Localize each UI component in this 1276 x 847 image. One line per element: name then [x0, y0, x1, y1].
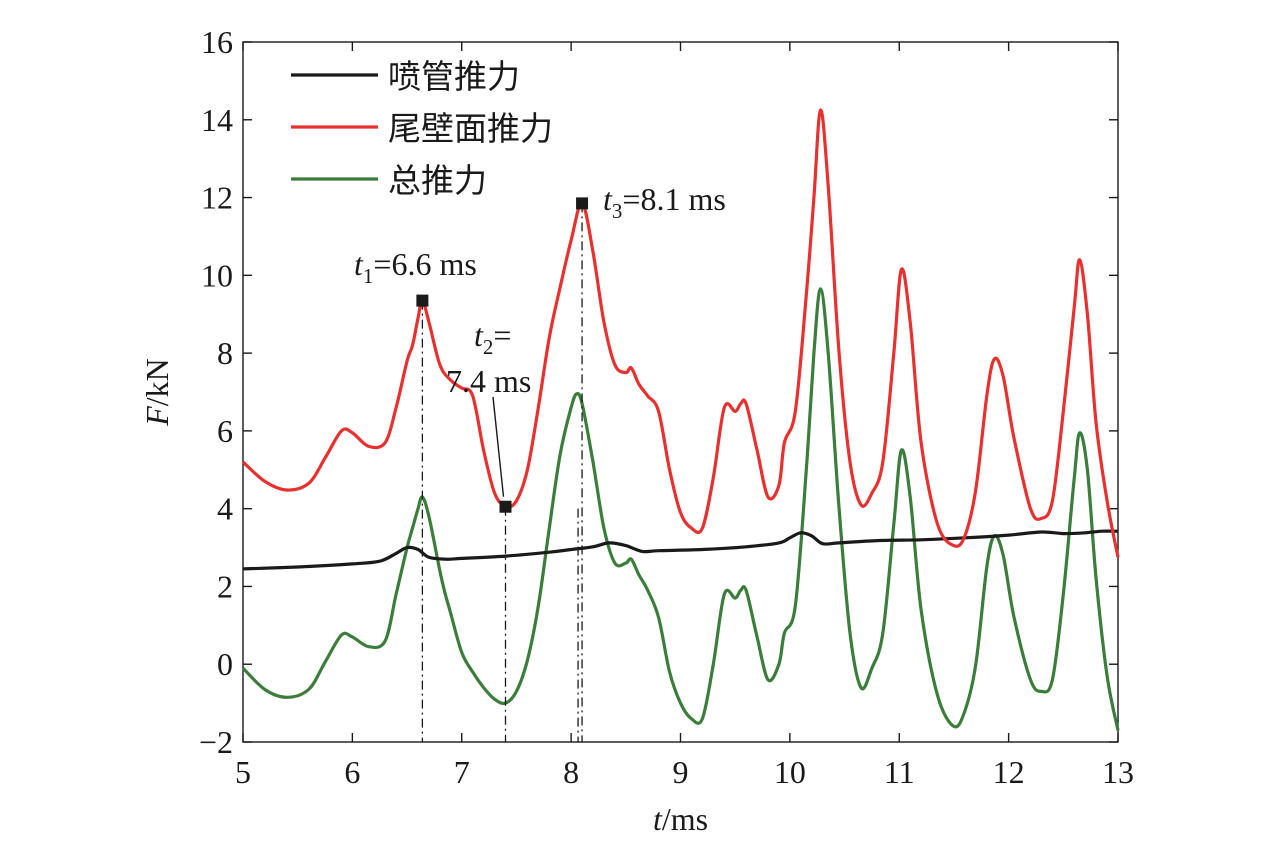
legend-label: 尾壁面推力	[388, 111, 553, 148]
axis-label-var: F	[139, 406, 175, 427]
anno-value: =	[493, 317, 511, 353]
anno-value: =8.1 ms	[622, 181, 725, 217]
axis-label-unit: /kN	[139, 358, 175, 406]
annotation-leader	[492, 396, 505, 497]
anno-value: 7.4 ms	[446, 363, 531, 399]
anno-var: t	[354, 246, 364, 282]
y-tick-label: 10	[201, 257, 233, 293]
marker-square	[576, 197, 589, 210]
y-tick-label: 8	[217, 335, 233, 371]
axis-label-unit: /ms	[662, 801, 708, 837]
annotation-t3: t3=8.1 ms	[603, 181, 726, 223]
anno-subscript: 1	[363, 264, 374, 288]
x-tick-label: 8	[563, 754, 579, 790]
legend-label: 总推力	[388, 163, 487, 200]
x-tick-label: 7	[454, 754, 470, 790]
x-tick-label: 10	[774, 754, 806, 790]
marker-square	[499, 500, 512, 513]
x-tick-label: 13	[1102, 754, 1134, 790]
y-tick-label: −2	[199, 724, 233, 760]
y-tick-label: 6	[217, 413, 233, 449]
x-axis-label: t/ms	[653, 801, 708, 837]
annotation-t2: t2=	[474, 317, 511, 359]
x-tick-label: 5	[235, 754, 251, 790]
series-line-base-wall-thrust	[241, 108, 1120, 558]
x-tick-label: 11	[884, 754, 915, 790]
y-tick-label: 4	[217, 491, 233, 527]
y-tick-label: 0	[217, 646, 233, 682]
annotation-t2-value: 7.4 ms	[446, 363, 531, 399]
dashdot-guides	[421, 203, 583, 742]
axis-label-var: t	[653, 801, 663, 837]
series-line-nozzle-thrust	[242, 529, 1119, 571]
y-tick-label: 16	[201, 24, 233, 60]
series-lines	[241, 108, 1120, 731]
x-tick-label: 9	[673, 754, 689, 790]
y-tick-label: 12	[201, 180, 233, 216]
y-axis-label: F/kN	[139, 358, 175, 427]
anno-subscript: 2	[483, 335, 494, 359]
y-tick-label: 2	[217, 568, 233, 604]
anno-subscript: 3	[612, 199, 623, 223]
anno-var: t	[603, 181, 613, 217]
series-line-total-thrust	[241, 287, 1120, 731]
y-tick-label: 14	[201, 102, 233, 138]
point-markers	[416, 197, 589, 513]
anno-var: t	[474, 317, 484, 353]
marker-square	[416, 294, 429, 307]
x-tick-label: 12	[993, 754, 1025, 790]
anno-value: =6.6 ms	[373, 246, 476, 282]
legend-label: 喷管推力	[388, 59, 520, 96]
x-tick-label: 6	[344, 754, 360, 790]
annotation-t1: t1=6.6 ms	[354, 246, 477, 288]
